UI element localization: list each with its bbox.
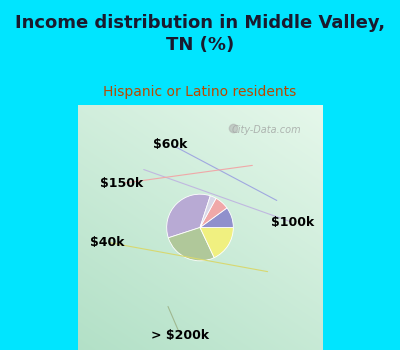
Wedge shape bbox=[200, 196, 216, 228]
Text: > $200k: > $200k bbox=[151, 329, 210, 342]
Text: Income distribution in Middle Valley,
TN (%): Income distribution in Middle Valley, TN… bbox=[15, 14, 385, 54]
Text: Hispanic or Latino residents: Hispanic or Latino residents bbox=[103, 85, 297, 99]
Wedge shape bbox=[200, 198, 227, 228]
Wedge shape bbox=[168, 228, 214, 261]
Text: $40k: $40k bbox=[90, 236, 124, 249]
Wedge shape bbox=[167, 194, 210, 238]
Wedge shape bbox=[200, 228, 233, 258]
Text: $100k: $100k bbox=[272, 216, 315, 229]
Text: City-Data.com: City-Data.com bbox=[231, 125, 301, 134]
Text: $150k: $150k bbox=[100, 177, 143, 190]
Text: $60k: $60k bbox=[154, 138, 188, 151]
Wedge shape bbox=[200, 208, 233, 228]
